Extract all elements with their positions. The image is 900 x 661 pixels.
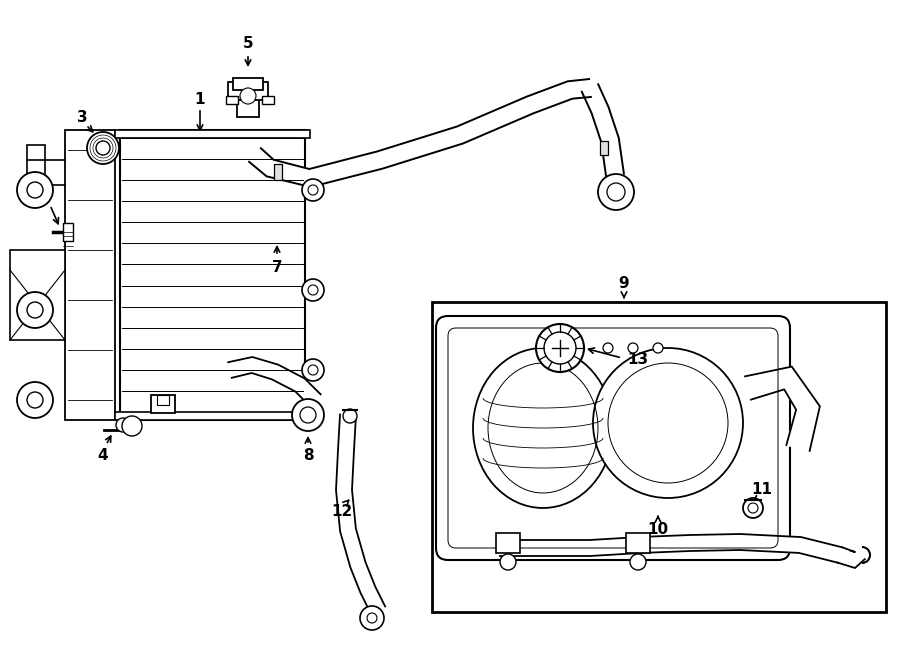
Polygon shape — [500, 534, 842, 563]
Circle shape — [240, 88, 256, 104]
Text: 2: 2 — [39, 188, 50, 202]
Circle shape — [343, 409, 357, 423]
Circle shape — [292, 399, 324, 431]
Text: 3: 3 — [76, 110, 87, 124]
Circle shape — [27, 392, 43, 408]
Bar — [262, 96, 274, 104]
Bar — [626, 533, 650, 553]
Circle shape — [628, 343, 638, 353]
Text: 11: 11 — [752, 483, 772, 498]
Circle shape — [302, 359, 324, 381]
Text: 1: 1 — [194, 93, 205, 108]
Polygon shape — [838, 547, 865, 568]
Bar — [65, 130, 115, 420]
Circle shape — [360, 606, 384, 630]
Bar — [237, 87, 259, 117]
Text: 12: 12 — [331, 504, 353, 520]
Circle shape — [96, 141, 110, 155]
Bar — [27, 145, 45, 175]
Text: 7: 7 — [272, 260, 283, 276]
Circle shape — [17, 382, 53, 418]
FancyBboxPatch shape — [436, 316, 790, 560]
Circle shape — [630, 554, 646, 570]
Circle shape — [743, 498, 763, 518]
Circle shape — [653, 343, 663, 353]
Circle shape — [607, 183, 625, 201]
Bar — [157, 395, 169, 405]
Circle shape — [17, 292, 53, 328]
Circle shape — [367, 613, 377, 623]
Circle shape — [308, 285, 318, 295]
Bar — [228, 82, 268, 100]
Text: 13: 13 — [627, 352, 649, 368]
Circle shape — [27, 302, 43, 318]
Polygon shape — [581, 84, 624, 176]
Text: 8: 8 — [302, 447, 313, 463]
Polygon shape — [336, 414, 385, 613]
Circle shape — [17, 172, 53, 208]
Bar — [226, 96, 238, 104]
Text: 6: 6 — [159, 407, 170, 422]
Bar — [115, 130, 310, 138]
Circle shape — [500, 554, 516, 570]
Circle shape — [87, 132, 119, 164]
Bar — [151, 395, 175, 413]
Bar — [120, 130, 305, 420]
Circle shape — [536, 324, 584, 372]
Bar — [10, 250, 65, 340]
Circle shape — [544, 332, 576, 364]
Ellipse shape — [473, 348, 613, 508]
Bar — [432, 302, 886, 612]
Text: 5: 5 — [243, 36, 253, 52]
Text: 10: 10 — [647, 522, 669, 537]
Polygon shape — [249, 79, 591, 187]
Circle shape — [300, 407, 316, 423]
Circle shape — [748, 503, 758, 513]
Polygon shape — [229, 357, 320, 406]
Ellipse shape — [593, 348, 743, 498]
Circle shape — [302, 279, 324, 301]
Circle shape — [27, 182, 43, 198]
Circle shape — [122, 416, 142, 436]
Bar — [496, 533, 520, 553]
Circle shape — [308, 365, 318, 375]
Bar — [233, 78, 263, 90]
Polygon shape — [745, 367, 820, 451]
Circle shape — [302, 179, 324, 201]
Circle shape — [603, 343, 613, 353]
Text: 4: 4 — [98, 447, 108, 463]
Text: 9: 9 — [618, 276, 629, 292]
Bar — [274, 164, 282, 180]
Circle shape — [598, 174, 634, 210]
Circle shape — [308, 185, 318, 195]
Bar — [115, 412, 310, 420]
Bar — [63, 223, 73, 241]
Bar — [600, 141, 608, 155]
Circle shape — [116, 418, 130, 432]
